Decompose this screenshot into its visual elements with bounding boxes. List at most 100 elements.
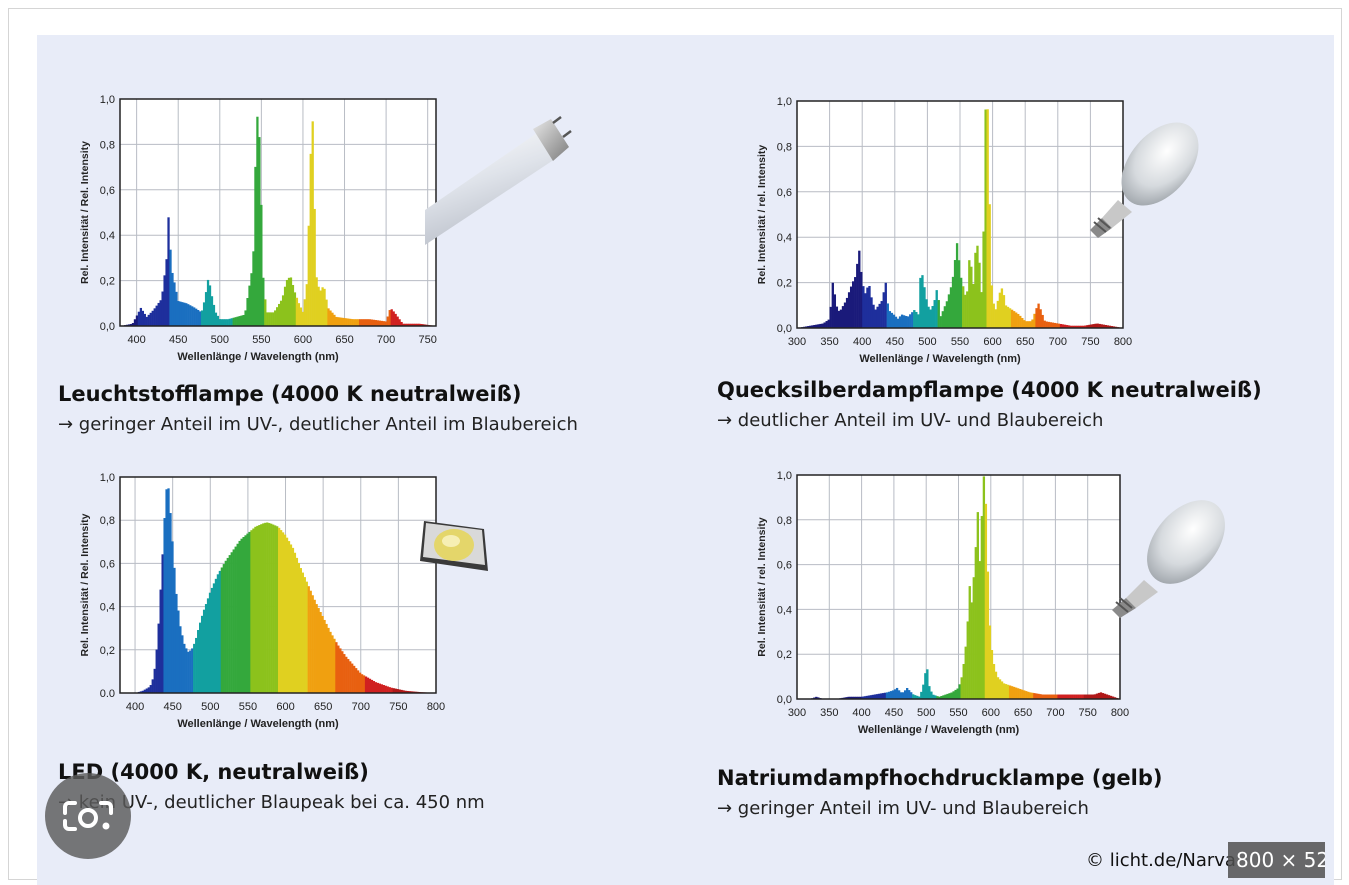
spectrum-bar: [402, 690, 405, 693]
spectrum-bar: [1031, 319, 1034, 328]
spectrum-bar: [1080, 325, 1083, 328]
spectrum-bar: [813, 324, 816, 328]
spectrum-bar: [278, 527, 281, 693]
y-tick-label: 0,6: [100, 185, 115, 197]
spectrum-bar: [1105, 694, 1109, 699]
x-axis-label: Wellenlänge / Wavelength (nm): [177, 718, 339, 730]
spectrum-bar: [319, 290, 322, 326]
spectrum-bar: [173, 567, 176, 693]
spectrum-bar: [1091, 694, 1095, 699]
spectrum-bar: [915, 311, 918, 328]
x-tick-label: 400: [853, 336, 871, 348]
spectrum-bar: [210, 587, 214, 693]
spectrum-bar: [849, 696, 852, 699]
spectrum-bar: [1043, 320, 1046, 328]
spectrum-bar: [214, 578, 218, 693]
spectrum-bar: [1049, 694, 1052, 699]
spectrum-bar: [171, 541, 174, 693]
spectrum-bar: [896, 318, 900, 328]
spectrum-bar: [962, 664, 965, 699]
spectrum-bar: [345, 656, 348, 693]
x-tick-label: 750: [419, 334, 437, 346]
spectrum-bar: [236, 543, 239, 693]
x-tick-label: 600: [983, 336, 1001, 348]
spectrum-bar: [329, 631, 332, 693]
spectrum-bar: [220, 319, 223, 326]
spectrum-bar: [831, 282, 834, 328]
spectrum-bar: [343, 654, 346, 693]
spectrum-bar: [817, 697, 820, 699]
spectrum-bar: [396, 316, 399, 326]
lamp-subtitle-led: → kein UV-, deutlicher Blaupeak bei ca. …: [58, 792, 485, 813]
spectrum-bar: [889, 691, 893, 699]
spectrum-bar: [893, 689, 897, 699]
spectrum-bar: [1059, 694, 1062, 699]
spectrum-bar: [851, 696, 854, 699]
spectrum-bar: [408, 323, 411, 326]
spectrum-bar: [127, 324, 131, 326]
spectrum-bar: [260, 524, 263, 693]
spectrum-bar: [242, 315, 245, 326]
spectrum-bar: [230, 318, 233, 326]
spectrum-bar: [256, 525, 259, 693]
spectrum-bar: [908, 690, 911, 699]
x-tick-label: 800: [1111, 707, 1129, 719]
spectrum-bar: [341, 317, 344, 326]
spectrum-bar: [252, 528, 255, 693]
spectrum-bar: [206, 279, 210, 326]
spectrum-bar: [976, 245, 979, 328]
spectrum-bar: [943, 306, 947, 328]
x-tick-label: 300: [788, 707, 806, 719]
spectrum-bar: [179, 301, 182, 326]
spectrum-bar: [193, 307, 196, 326]
spectrum-bar: [1015, 312, 1018, 328]
spectrum-bar: [1017, 688, 1020, 699]
spectrum-bar: [823, 322, 826, 328]
spectrum-bar: [364, 676, 368, 693]
spectrum-bar: [315, 277, 318, 326]
spectrum-bar: [234, 546, 237, 693]
spectrum-bar: [1045, 694, 1048, 699]
y-tick-label: 0,6: [100, 558, 115, 570]
spectrum-bar: [236, 316, 239, 326]
spectrum-bar: [1081, 694, 1084, 699]
spectrum-bar: [406, 690, 409, 693]
spectrum-bar: [141, 310, 144, 326]
spectrum-bar: [1043, 694, 1046, 699]
x-tick-label: 650: [335, 334, 353, 346]
spectrum-bar: [910, 692, 913, 699]
spectrum-bar: [299, 568, 302, 693]
spectrum-bar: [1013, 686, 1016, 699]
spectrum-bar: [349, 661, 352, 693]
x-tick-label: 800: [1114, 336, 1132, 348]
spectrum-bar: [149, 312, 152, 326]
spectrum-bar: [291, 547, 295, 693]
spectrum-bar: [309, 590, 312, 693]
spectrum-bar: [932, 694, 935, 699]
spectrum-bar: [1087, 694, 1091, 699]
google-lens-button[interactable]: [45, 773, 131, 859]
spectrum-bar: [167, 488, 170, 693]
spectrum-bar: [982, 231, 985, 328]
spectrum-bar: [1031, 692, 1034, 699]
spectrum-bar: [349, 318, 352, 326]
spectrum-bar: [343, 318, 346, 326]
spectrum-bar: [291, 284, 295, 326]
spectrum-bar: [378, 320, 381, 326]
spectrum-bar: [861, 696, 864, 699]
y-axis-label: Rel. Intensität / Rel. Intensity: [79, 141, 91, 284]
spectrum-bar: [1025, 321, 1028, 328]
spectrum-bar: [420, 323, 423, 326]
spectrum-bar: [129, 324, 133, 326]
spectrum-bar: [1065, 325, 1069, 328]
spectrum-bar: [869, 695, 872, 699]
y-tick-label: 0,0: [777, 323, 792, 335]
spectrum-bar: [894, 316, 898, 328]
spectrum-bar: [859, 696, 862, 699]
spectrum-bar: [1045, 321, 1048, 328]
x-tick-label: 550: [949, 707, 967, 719]
spectrum-bar: [153, 668, 156, 693]
spectrum-bar: [173, 282, 176, 326]
spectrum-bar: [266, 312, 269, 326]
spectrum-bar: [283, 286, 287, 326]
